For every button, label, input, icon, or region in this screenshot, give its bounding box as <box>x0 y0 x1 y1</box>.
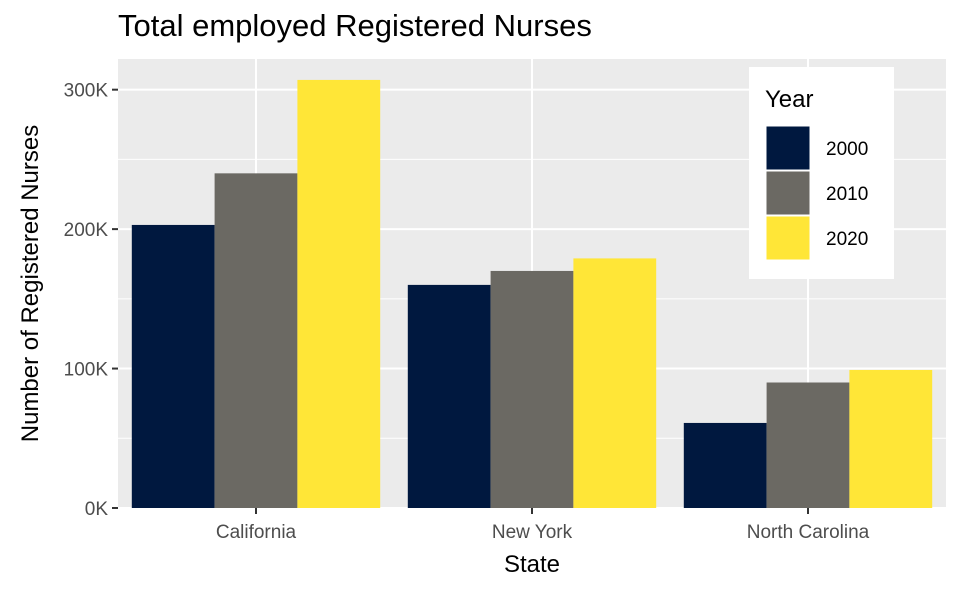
y-tick-label: 0K <box>85 499 109 520</box>
legend-label: 2000 <box>826 139 868 160</box>
legend-key <box>765 215 811 261</box>
bar <box>849 369 933 508</box>
bar <box>214 173 298 508</box>
legend-label: 2010 <box>826 184 868 205</box>
x-tick-label: New York <box>492 522 573 543</box>
bars <box>131 79 933 509</box>
bar <box>407 284 491 508</box>
bar <box>573 258 657 508</box>
chart-title: Total employed Registered Nurses <box>118 8 592 43</box>
legend-key <box>765 125 811 171</box>
y-axis-title: Number of Registered Nurses <box>17 125 44 442</box>
legend: Year 2000 2010 2020 <box>749 67 894 279</box>
x-axis: California New York North Carolina <box>216 508 870 543</box>
x-tick-label: North Carolina <box>747 522 870 543</box>
legend-title: Year <box>765 86 814 113</box>
x-axis-title: State <box>504 551 560 578</box>
legend-label: 2020 <box>826 229 868 250</box>
bar <box>490 270 574 508</box>
bar <box>766 382 850 508</box>
bar <box>297 79 381 509</box>
bar <box>683 422 767 508</box>
y-axis: 0K 100K 200K 300K <box>64 81 118 520</box>
y-tick-label: 300K <box>64 81 109 102</box>
bar <box>131 224 215 508</box>
y-tick-label: 100K <box>64 360 109 381</box>
legend-key <box>765 170 811 216</box>
y-tick-label: 200K <box>64 220 109 241</box>
x-tick-label: California <box>216 522 297 543</box>
